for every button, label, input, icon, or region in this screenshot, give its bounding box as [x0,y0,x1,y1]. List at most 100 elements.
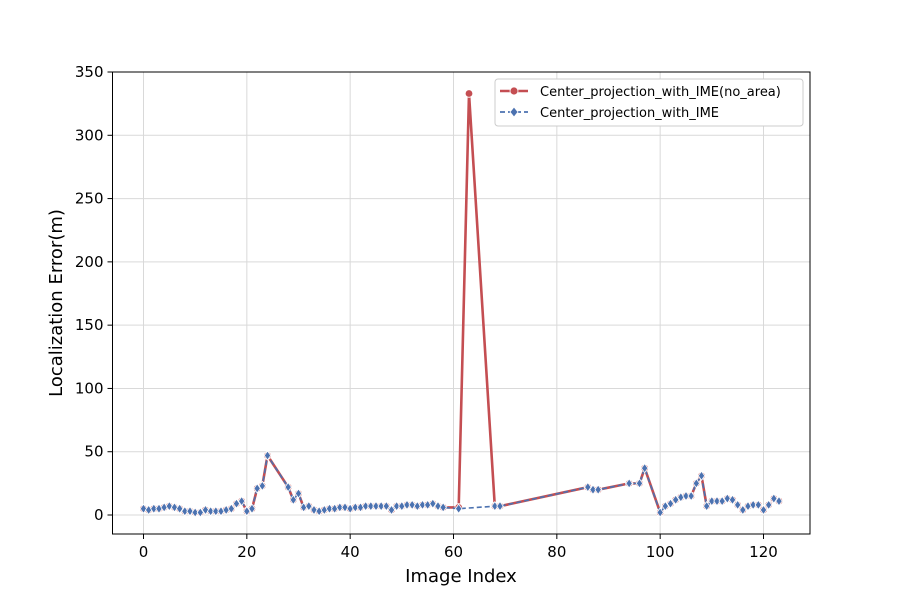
point-with-ime [232,498,241,509]
y-tick-label: 100 [75,379,104,397]
y-tick-label: 0 [94,506,104,524]
x-tick-label: 40 [341,543,360,561]
x-tick-label: 0 [139,543,149,561]
point-with-ime [764,499,773,511]
point-with-ime [305,500,313,512]
point-with-ime [589,484,597,495]
point-with-ime [165,500,174,512]
point-with-ime [294,488,303,499]
point-with-ime [439,502,447,513]
point-with-ime [429,498,437,509]
point-with-ime [754,499,763,511]
point-with-ime [258,480,267,492]
plot-frame [112,71,811,535]
point-with-ime [671,494,680,506]
point-with-ime [635,478,644,489]
point-with-ime [666,498,675,509]
point-with-ime [739,504,747,516]
point-with-ime [403,499,411,511]
point-with-ime [351,502,360,513]
legend-marker-with-ime [509,106,519,118]
y-tick-label: 250 [75,190,104,208]
point-with-ime [718,495,726,507]
point-with-ime [170,502,179,513]
series-layer [139,89,784,518]
point-with-ime [770,493,778,504]
point-with-ime [713,495,721,507]
point-with-ime [723,493,732,504]
point-with-ime [496,500,504,512]
point-with-ime [150,503,158,514]
point-with-ime [310,504,318,516]
point-with-ime [708,495,716,507]
x-axis-label: Image Index [405,566,517,587]
legend-marker-no-area [509,86,519,96]
point-with-ime [253,483,261,494]
point-with-ime [682,490,690,502]
point-with-ime [382,500,391,512]
point-with-ime [418,499,427,511]
y-tick-label: 200 [75,253,104,271]
y-axis-label: Localization Error(m) [46,209,67,397]
point-with-ime [243,506,251,517]
point-with-ime [733,499,742,511]
point-with-ime [325,503,334,514]
point-with-ime [377,500,385,512]
point-with-ime [212,506,220,517]
point-with-ime [625,478,633,489]
point-with-ime [728,494,737,506]
x-tick-label: 100 [646,543,675,561]
point-with-ime [491,500,499,512]
y-tick-label: 150 [75,316,104,334]
point-with-ime [775,495,783,507]
x-tick-label: 20 [237,543,256,561]
point-with-ime [661,500,670,512]
point-with-ime [759,504,768,516]
point-with-ime [584,481,592,493]
point-with-ime [594,484,602,495]
point-with-ime [191,507,199,518]
point-with-ime [697,470,706,481]
point-with-ime [687,490,695,502]
ticks: 0 20 40 60 80 100 120 0 50 100 150 200 250 300 350 [75,63,778,561]
legend-label-with-ime: Center_projection_with_IME [540,106,719,121]
point-with-ime [408,499,416,511]
point-with-ime [341,502,349,513]
point-with-ime [656,507,664,518]
point-with-ime [434,500,442,512]
point-with-ime [454,503,463,514]
point-with-ime [201,504,210,516]
point-with-ime [749,499,757,511]
point-with-ime [181,506,189,517]
point-with-ime [237,495,246,507]
point-with-ime [186,506,194,517]
point-with-ime [175,503,184,514]
point-with-ime [640,462,649,474]
legend-box [494,78,804,127]
y-tick-label: 50 [84,443,103,461]
point-with-ime [361,500,370,512]
point-with-ime [289,494,298,506]
point-no-area [464,89,474,98]
point-with-ime [196,507,205,518]
point-with-ime [336,502,344,513]
point-with-ime [248,503,256,514]
point-with-ime [206,506,215,517]
legend: Center_projection_with_IME(no_area) Cent… [494,78,804,127]
y-tick-label: 350 [75,63,104,81]
y-tick-label: 300 [75,126,104,144]
point-with-ime [263,450,272,461]
x-tick-label: 80 [547,543,566,561]
x-tick-label: 120 [749,543,778,561]
point-with-ime [139,503,148,514]
x-tick-label: 60 [444,543,463,561]
point-with-ime [367,500,375,512]
point-with-ime [387,504,396,516]
point-with-ime [227,503,236,514]
point-with-ime [284,481,292,493]
point-with-ime [392,500,401,512]
point-with-ime [702,500,711,512]
legend-label-no-area: Center_projection_with_IME(no_area) [540,85,781,100]
point-with-ime [372,500,380,512]
